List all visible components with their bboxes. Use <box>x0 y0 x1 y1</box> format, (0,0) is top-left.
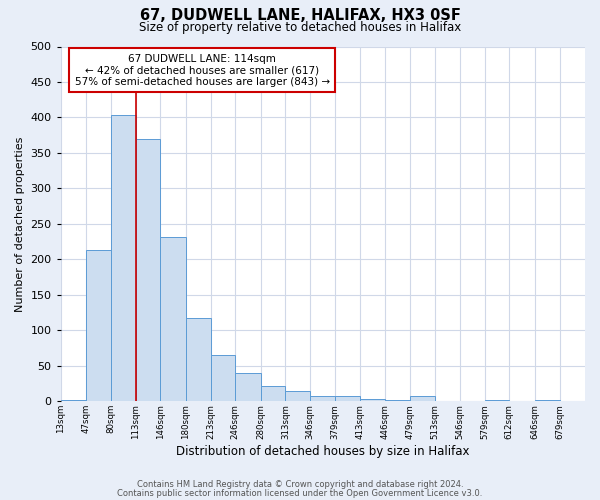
Bar <box>335 396 361 402</box>
Bar <box>160 238 186 402</box>
Bar <box>61 400 86 402</box>
Bar <box>260 386 286 402</box>
Bar <box>111 114 136 402</box>
Bar <box>385 400 410 402</box>
Bar <box>361 399 385 402</box>
Bar <box>310 396 335 402</box>
Bar <box>435 400 460 402</box>
Text: Size of property relative to detached houses in Halifax: Size of property relative to detached ho… <box>139 21 461 34</box>
Bar <box>235 373 260 402</box>
Bar <box>86 250 111 402</box>
Text: 67, DUDWELL LANE, HALIFAX, HX3 0SF: 67, DUDWELL LANE, HALIFAX, HX3 0SF <box>140 8 460 22</box>
Bar <box>136 140 160 402</box>
Bar <box>485 400 509 402</box>
Bar <box>410 396 435 402</box>
Text: 67 DUDWELL LANE: 114sqm
← 42% of detached houses are smaller (617)
57% of semi-d: 67 DUDWELL LANE: 114sqm ← 42% of detache… <box>75 54 330 87</box>
Bar <box>211 355 235 402</box>
Text: Contains HM Land Registry data © Crown copyright and database right 2024.: Contains HM Land Registry data © Crown c… <box>137 480 463 489</box>
Y-axis label: Number of detached properties: Number of detached properties <box>15 136 25 312</box>
Text: Contains public sector information licensed under the Open Government Licence v3: Contains public sector information licen… <box>118 488 482 498</box>
Bar <box>186 318 211 402</box>
Bar <box>535 400 560 402</box>
X-axis label: Distribution of detached houses by size in Halifax: Distribution of detached houses by size … <box>176 444 470 458</box>
Bar <box>286 390 310 402</box>
